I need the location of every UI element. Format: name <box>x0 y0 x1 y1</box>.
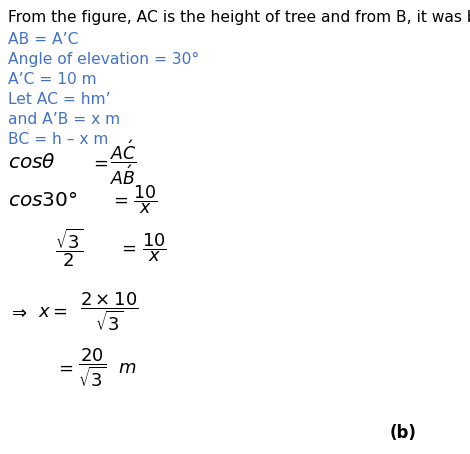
Text: $\dfrac{\sqrt{3}}{2}$: $\dfrac{\sqrt{3}}{2}$ <box>55 227 83 269</box>
Text: $\dfrac{10}{x}$: $\dfrac{10}{x}$ <box>142 232 167 264</box>
Text: $\dfrac{2 \times 10}{\sqrt{3}}$: $\dfrac{2 \times 10}{\sqrt{3}}$ <box>80 291 139 333</box>
Text: From the figure, AC is the height of tree and from B, it was broken: From the figure, AC is the height of tre… <box>8 10 470 25</box>
Text: $=$: $=$ <box>55 359 74 377</box>
Text: $=$: $=$ <box>90 154 109 172</box>
Text: $=$: $=$ <box>118 239 137 257</box>
Text: $cos30°$: $cos30°$ <box>8 191 78 209</box>
Text: $cos\theta$: $cos\theta$ <box>8 153 56 173</box>
Text: $\Rightarrow$: $\Rightarrow$ <box>8 303 28 321</box>
Text: BC = h – x m: BC = h – x m <box>8 132 109 147</box>
Text: $=$: $=$ <box>110 191 129 209</box>
Text: A’C = 10 m: A’C = 10 m <box>8 72 97 87</box>
Text: Let AC = hm’: Let AC = hm’ <box>8 92 110 107</box>
Text: and A’B = x m: and A’B = x m <box>8 112 120 127</box>
Text: AB = A’C: AB = A’C <box>8 32 78 47</box>
Text: $\dfrac{A\'C}{A\'B}$: $\dfrac{A\'C}{A\'B}$ <box>110 138 137 188</box>
Text: $m$: $m$ <box>118 359 136 377</box>
Text: $\dfrac{10}{x}$: $\dfrac{10}{x}$ <box>133 184 157 216</box>
Text: (b): (b) <box>390 424 417 442</box>
Text: $\dfrac{20}{\sqrt{3}}$: $\dfrac{20}{\sqrt{3}}$ <box>78 346 106 390</box>
Text: Angle of elevation = 30°: Angle of elevation = 30° <box>8 52 199 67</box>
Text: $x =$: $x =$ <box>38 303 68 321</box>
